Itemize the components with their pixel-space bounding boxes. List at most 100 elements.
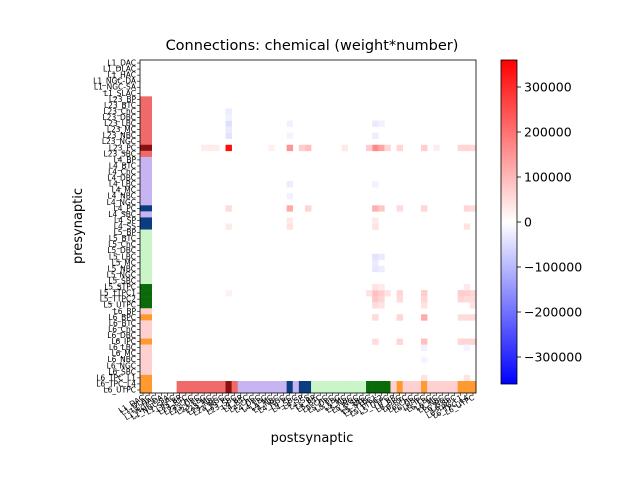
matrix-cell — [421, 205, 428, 212]
row-strip-cell — [140, 247, 152, 255]
col-strip-cell — [311, 381, 318, 393]
row-strip-cell — [140, 350, 152, 357]
y-tick-label: L4_SP — [114, 216, 136, 225]
y-tick-label: L6_TPC_L4 — [96, 379, 136, 388]
colorbar-tick-label: 200000 — [524, 125, 572, 140]
y-tick-label: L6_IPC — [111, 337, 136, 346]
col-strip-cell — [439, 381, 446, 393]
y-tick-label: L6_TPC_L1 — [96, 373, 136, 382]
matrix-cell — [225, 120, 232, 127]
matrix-cell — [286, 223, 294, 230]
y-tick-label: L23_MC — [107, 125, 136, 134]
matrix-cell — [225, 132, 232, 139]
row-strip-cell — [140, 296, 152, 303]
y-tick-label: L6_ChC — [108, 325, 136, 334]
matrix-cell — [304, 205, 312, 212]
col-strip-cell — [304, 381, 312, 393]
col-strip-cell — [329, 381, 336, 393]
row-strip-cell — [140, 96, 152, 103]
col-strip-cell — [243, 381, 251, 393]
row-strip-cell — [140, 211, 152, 218]
matrix-cell — [378, 253, 385, 261]
matrix-cell — [225, 205, 232, 212]
row-strip-cell — [140, 205, 152, 212]
col-strip-cell — [372, 381, 379, 393]
y-tick-label: L4_NGC — [107, 198, 136, 207]
matrix-cell — [396, 144, 403, 152]
col-strip-cell — [317, 381, 324, 393]
matrix-cell — [421, 144, 428, 152]
col-strip-cell — [262, 381, 269, 393]
matrix-cell — [463, 296, 471, 303]
colorbar-tick-label: −200000 — [524, 305, 582, 320]
col-strip-cell — [408, 381, 416, 393]
y-tick-label: L23_DBC — [103, 113, 137, 122]
matrix-cell — [372, 296, 379, 303]
col-strip-cell — [249, 381, 257, 393]
row-strip-cell — [140, 138, 152, 146]
matrix-cell — [421, 314, 428, 321]
row-strip-cell — [140, 338, 152, 345]
y-tick-label: L4_SBC — [108, 210, 136, 219]
matrix-cell — [378, 290, 385, 297]
y-tick-label: L6_MC — [112, 349, 136, 358]
y-tick-label: L4_MC — [112, 186, 136, 195]
matrix-cell — [225, 144, 232, 152]
y-tick-label: L5_MC — [112, 258, 136, 267]
matrix-cell — [286, 193, 294, 200]
matrix-cell — [372, 259, 379, 267]
y-tick-label: L5_NGC — [107, 270, 136, 279]
matrix-background — [140, 60, 476, 393]
matrix-cell — [372, 290, 379, 297]
y-tick-label: L5_DBC — [107, 246, 136, 255]
col-strip-cell — [207, 381, 214, 393]
connection-matrix — [140, 60, 477, 394]
matrix-cell — [213, 144, 220, 152]
col-strip-cell — [402, 381, 410, 393]
matrix-cell — [463, 344, 471, 351]
y-tick-label: L23_BTC — [104, 101, 136, 110]
col-strip-cell — [274, 381, 281, 393]
row-strip-cell — [140, 102, 152, 109]
matrix-cell — [378, 302, 385, 309]
row-strip-cell — [140, 284, 152, 291]
col-strip-cell — [213, 381, 220, 393]
row-strip-cell — [140, 217, 152, 224]
row-strip-cell — [140, 181, 152, 188]
y-tick-label: L6_DBC — [107, 331, 136, 340]
y-tick-label: L6_BPC — [108, 313, 136, 322]
matrix-cell — [396, 290, 403, 297]
y-tick-label: L5_TTPC1 — [100, 289, 136, 298]
col-strip-cell — [359, 381, 367, 393]
matrix-cell — [463, 338, 471, 345]
row-strip-cell — [140, 362, 152, 370]
matrix-cell — [286, 217, 294, 224]
y-tick-label: L23_NBC — [103, 131, 136, 140]
x-axis-label: postsynaptic — [271, 431, 354, 446]
matrix-cell — [457, 144, 465, 152]
row-strip-cell — [140, 277, 152, 285]
y-tick-label: L1_HAC — [107, 71, 136, 80]
matrix-cell — [372, 314, 379, 321]
y-tick-label: L5_SBC — [108, 276, 136, 285]
col-strip-cell — [188, 381, 196, 393]
y-tick-label: L5_LBC — [109, 252, 136, 261]
row-strip-cell — [140, 108, 152, 115]
row-strip-cell — [140, 380, 152, 388]
col-strip-cell — [323, 381, 330, 393]
matrix-cell — [372, 132, 379, 139]
y-tick-label: L1_SLAC — [104, 89, 136, 98]
row-strip-cell — [140, 386, 152, 394]
y-tick-label: L5_NBC — [107, 264, 136, 273]
y-tick-label: L5_TTPC2 — [100, 295, 136, 304]
colorbar-tick-label: 100000 — [524, 170, 572, 185]
y-tick-label: L5_BP — [114, 228, 137, 237]
y-tick-label: L6_BTC — [109, 319, 136, 328]
matrix-cell — [396, 338, 403, 345]
matrix-cell — [378, 265, 385, 273]
y-tick-label: L5_ChC — [108, 240, 136, 249]
col-strip-cell — [421, 381, 428, 393]
col-strip-cell — [457, 381, 465, 393]
matrix-cell — [396, 296, 403, 303]
